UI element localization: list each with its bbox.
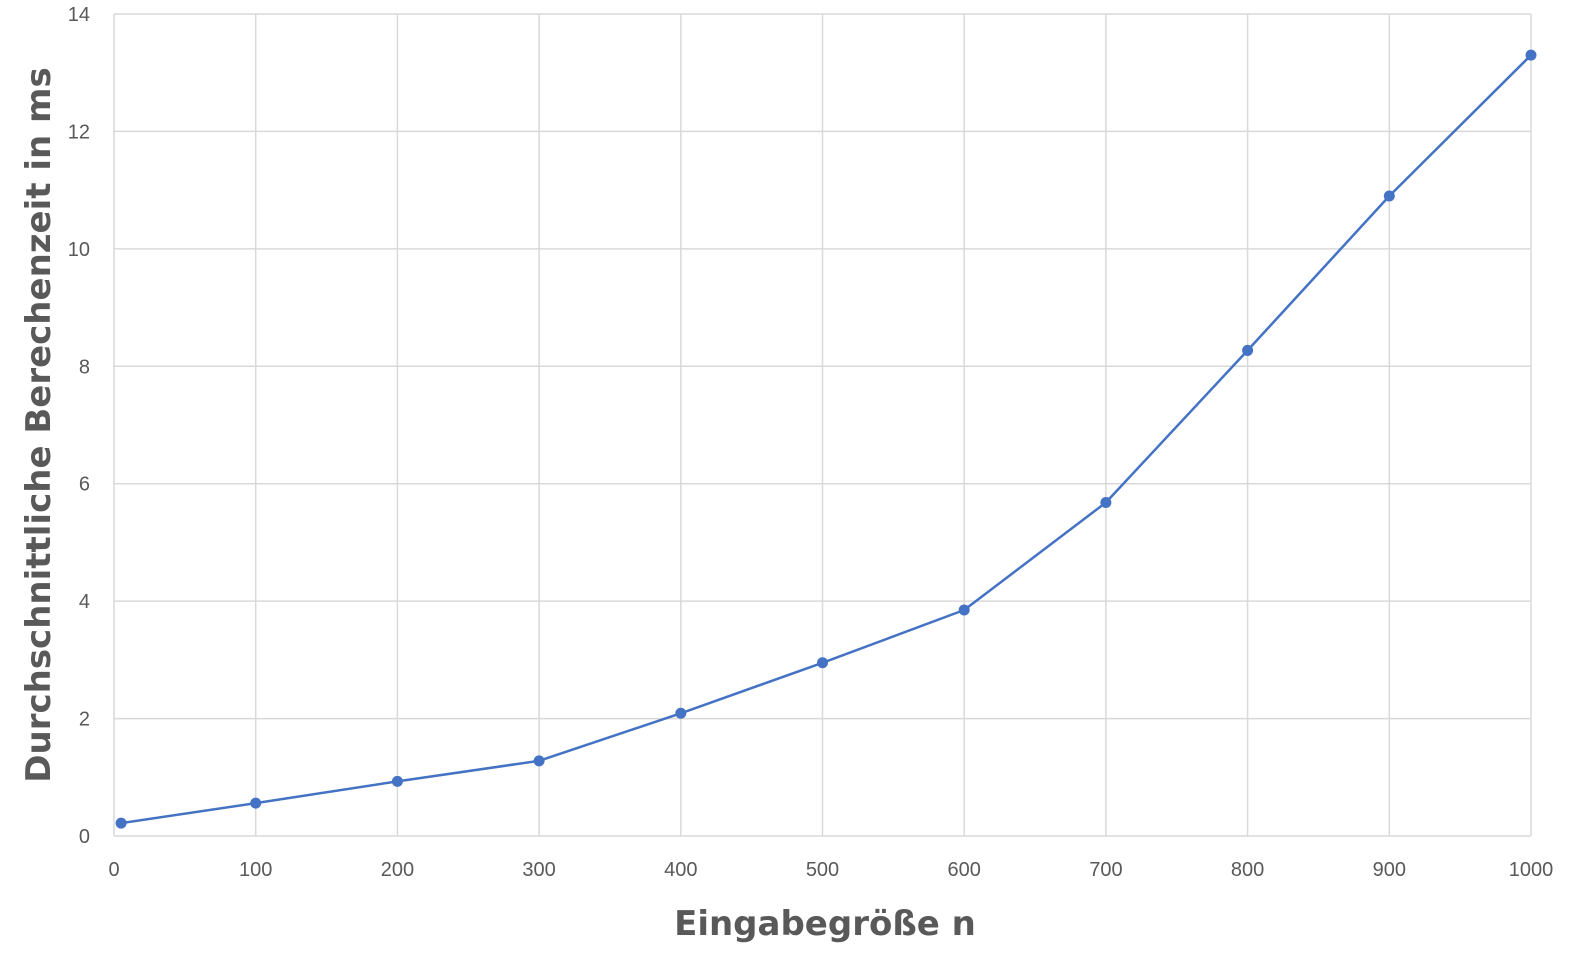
data-point xyxy=(533,755,545,767)
data-point xyxy=(1100,497,1112,509)
data-point xyxy=(817,657,828,669)
x-tick-label: 200 xyxy=(381,859,414,881)
x-tick-label: 1000 xyxy=(1509,859,1554,881)
data-point xyxy=(958,604,970,616)
x-tick-label: 400 xyxy=(664,859,697,881)
x-tick-label: 0 xyxy=(108,859,119,881)
data-point xyxy=(1242,344,1254,356)
data-point xyxy=(250,797,262,809)
y-tick-label: 2 xyxy=(79,709,90,731)
x-tick-label: 600 xyxy=(948,859,981,881)
series-line xyxy=(120,54,1532,825)
data-point xyxy=(391,775,403,787)
x-axis-title: Eingabegröße n xyxy=(674,904,976,944)
data-point xyxy=(1383,190,1395,202)
x-tick-label: 100 xyxy=(239,859,272,881)
y-tick-label: 14 xyxy=(68,4,90,26)
y-tick-label: 0 xyxy=(79,826,90,848)
y-tick-label: 8 xyxy=(79,356,90,378)
x-tick-label: 700 xyxy=(1089,859,1122,881)
y-axis-title: Durchschnittliche Berechenzeit in ms xyxy=(19,67,59,782)
y-tick-label: 10 xyxy=(68,239,90,261)
y-tick-label: 4 xyxy=(79,591,90,613)
gridlines xyxy=(113,13,1532,837)
data-point xyxy=(675,707,687,719)
data-point xyxy=(115,817,127,829)
y-tick-label: 12 xyxy=(68,121,90,143)
y-tick-label: 6 xyxy=(79,474,90,496)
x-tick-label: 300 xyxy=(522,859,555,881)
x-tick-label: 500 xyxy=(806,859,839,881)
data-series xyxy=(115,49,1537,829)
data-point xyxy=(1525,49,1537,61)
x-tick-label: 900 xyxy=(1373,859,1406,881)
tick-labels: 0 100 200 300 400 500 600 700 800 900 1000 0 2 4 6 8 10 1… xyxy=(68,4,1554,881)
x-tick-label: 800 xyxy=(1231,859,1264,881)
